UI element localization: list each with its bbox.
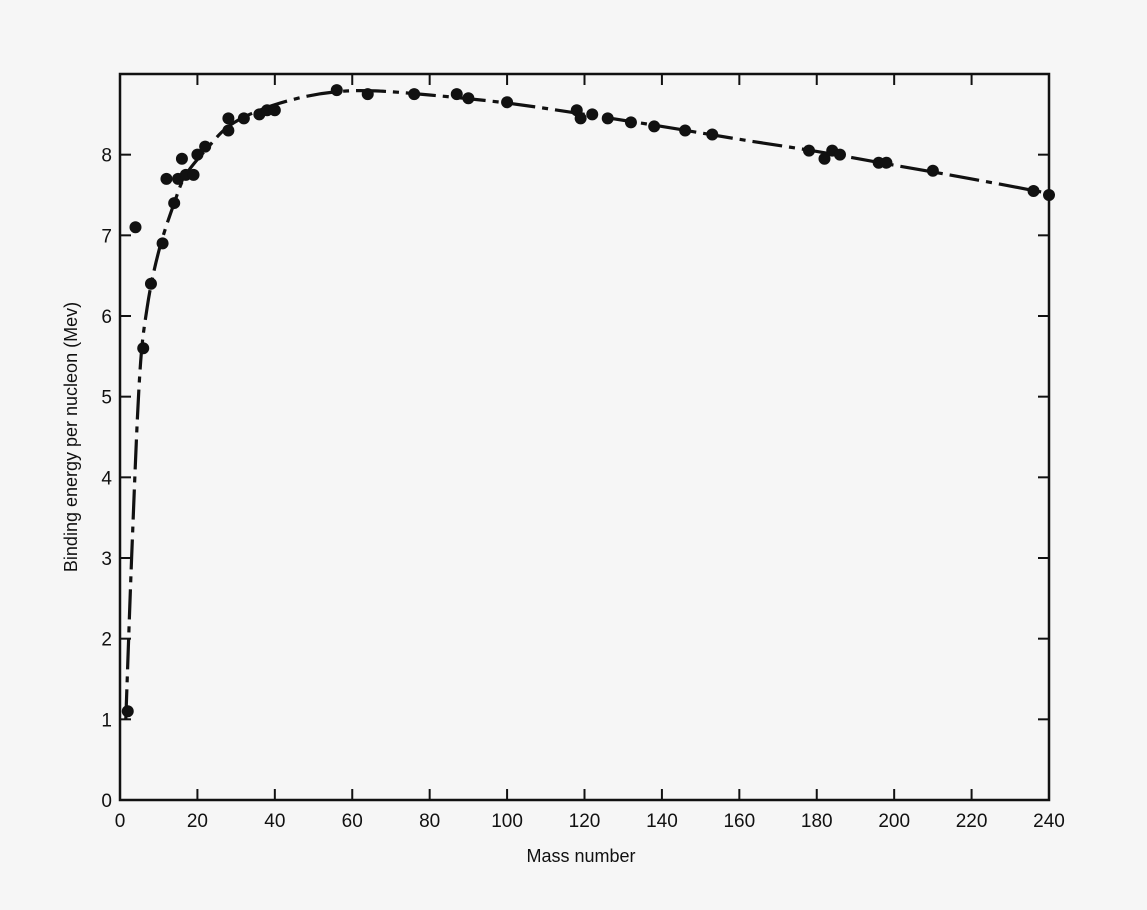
data-point <box>450 88 463 101</box>
data-point <box>679 124 692 137</box>
x-axis-title: Mass number <box>526 846 635 866</box>
x-tick-label: 240 <box>1033 811 1065 832</box>
data-point <box>121 705 134 718</box>
data-point <box>175 152 188 165</box>
data-point <box>1043 189 1055 201</box>
data-point <box>501 96 514 109</box>
data-point <box>586 108 599 121</box>
data-point <box>137 342 150 355</box>
x-tick-label: 60 <box>342 811 363 832</box>
data-point <box>330 84 343 97</box>
data-point <box>361 88 374 101</box>
x-tick-label: 200 <box>878 811 910 832</box>
data-point <box>833 148 846 161</box>
data-point <box>144 277 157 290</box>
x-tick-label: 220 <box>956 811 988 832</box>
y-tick-label: 4 <box>101 468 112 489</box>
data-points <box>121 84 1055 718</box>
data-point <box>268 104 281 117</box>
data-point <box>408 88 421 101</box>
x-tick-label: 0 <box>115 811 126 832</box>
data-point <box>222 112 235 125</box>
x-tick-label: 40 <box>264 811 285 832</box>
data-point <box>168 197 181 210</box>
y-tick-label: 2 <box>101 630 112 651</box>
x-tick-label: 160 <box>723 811 755 832</box>
y-tick-label: 3 <box>101 549 112 570</box>
fit-curve <box>124 89 1050 720</box>
data-point <box>129 221 142 234</box>
x-tick-labels: 0 20 40 60 80 100 120 140 160 180 200 220 240 <box>115 811 1065 832</box>
y-tick-label: 1 <box>101 710 112 731</box>
x-tick-label: 180 <box>801 811 833 832</box>
data-point <box>199 140 212 153</box>
x-tick-label: 80 <box>419 811 440 832</box>
data-point <box>803 144 816 157</box>
y-tick-label: 8 <box>101 146 112 167</box>
data-point <box>706 128 719 141</box>
data-point <box>624 116 637 129</box>
y-tick-label: 0 <box>101 791 112 812</box>
plot-frame <box>118 72 1051 802</box>
y-tick-label: 5 <box>101 388 112 409</box>
data-point <box>574 112 587 125</box>
data-point <box>462 92 475 105</box>
x-tick-label: 20 <box>187 811 208 832</box>
data-point <box>160 172 173 185</box>
x-tick-label: 140 <box>646 811 678 832</box>
data-point <box>818 152 831 165</box>
tick-marks <box>119 74 1050 801</box>
data-point <box>880 156 893 169</box>
x-tick-label: 120 <box>569 811 601 832</box>
data-point <box>648 120 661 133</box>
data-point <box>926 164 939 177</box>
y-tick-label: 7 <box>101 226 112 247</box>
data-point <box>156 237 169 250</box>
data-point <box>1027 184 1040 197</box>
data-point <box>191 148 204 161</box>
data-point <box>601 112 614 125</box>
y-tick-labels: 0 1 2 3 4 5 6 7 8 <box>101 146 112 812</box>
x-tick-label: 100 <box>491 811 523 832</box>
data-point <box>187 168 200 181</box>
y-axis-title: Binding energy per nucleon (Mev) <box>61 302 81 572</box>
data-point <box>237 112 250 125</box>
data-point <box>222 124 235 137</box>
y-tick-label: 6 <box>101 307 112 328</box>
